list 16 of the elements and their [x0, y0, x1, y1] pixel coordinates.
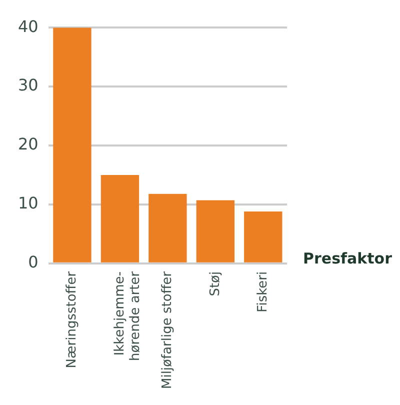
y-tick-label: 20: [18, 134, 38, 154]
bar: [100, 174, 140, 262]
y-tick-label: 40: [18, 16, 38, 36]
bar: [148, 194, 187, 262]
bar: [196, 200, 234, 262]
bar: [244, 212, 282, 262]
y-tick-label: 0: [28, 252, 38, 272]
x-tick-label: Ikkehjemme- hørende arter: [112, 270, 143, 362]
x-tick-label: Næringsstoffer: [64, 270, 80, 368]
x-axis-title: Presfaktor: [303, 249, 393, 268]
x-tick-label: Miljøfarlige stoffer: [160, 270, 176, 390]
y-tick-label: 10: [18, 194, 38, 213]
y-tick-label: 30: [18, 76, 38, 95]
x-tick-label: Fiskeri: [256, 271, 271, 312]
x-tick-label: Støj: [208, 271, 223, 296]
bar: [53, 28, 92, 262]
